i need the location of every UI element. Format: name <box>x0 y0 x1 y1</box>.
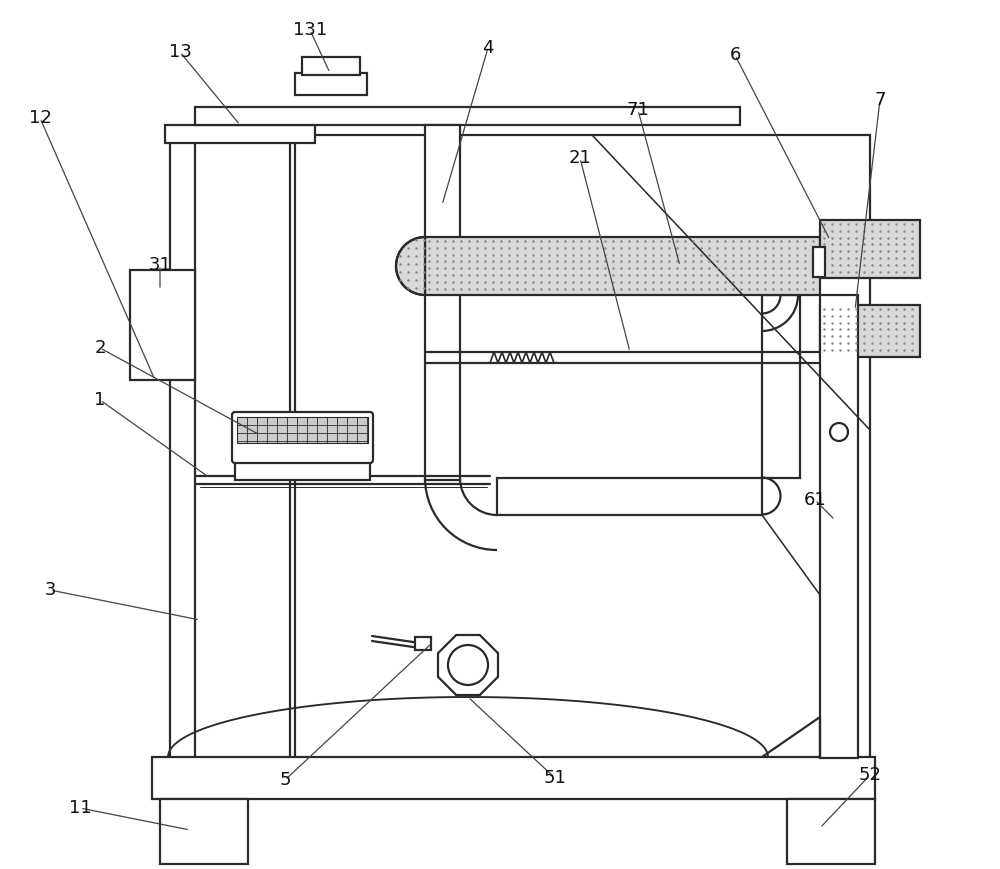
Bar <box>152 757 875 799</box>
Text: 11: 11 <box>69 799 91 817</box>
Bar <box>237 417 368 443</box>
Text: 61: 61 <box>804 491 826 509</box>
Bar <box>820 220 920 278</box>
Text: 2: 2 <box>94 339 106 357</box>
Bar <box>195 107 740 125</box>
Wedge shape <box>396 237 425 295</box>
Text: 12: 12 <box>29 109 51 127</box>
Bar <box>165 125 315 143</box>
Text: 21: 21 <box>569 149 591 167</box>
Text: 52: 52 <box>858 766 882 784</box>
Bar <box>425 125 460 480</box>
Bar <box>787 799 875 864</box>
Bar <box>295 73 367 95</box>
Text: 4: 4 <box>482 39 494 57</box>
Text: 71: 71 <box>627 101 649 119</box>
Text: 1: 1 <box>94 391 106 409</box>
Text: 7: 7 <box>874 91 886 109</box>
Bar <box>295 135 870 760</box>
Bar <box>302 57 360 75</box>
Bar <box>425 237 820 295</box>
Bar <box>820 295 858 758</box>
Text: 13: 13 <box>169 43 191 61</box>
FancyBboxPatch shape <box>232 412 373 463</box>
Bar <box>235 440 370 480</box>
Bar <box>130 270 195 380</box>
Text: 131: 131 <box>293 21 327 39</box>
Text: 5: 5 <box>279 771 291 789</box>
Bar <box>160 799 248 864</box>
Bar <box>813 247 825 277</box>
Text: 3: 3 <box>44 581 56 599</box>
Bar <box>820 305 920 357</box>
Bar <box>195 135 290 760</box>
Circle shape <box>448 645 488 685</box>
Text: 51: 51 <box>544 769 566 787</box>
Bar <box>497 478 762 515</box>
Text: 6: 6 <box>729 46 741 64</box>
Bar <box>415 637 431 650</box>
Text: 31: 31 <box>149 256 171 274</box>
Bar <box>762 295 800 478</box>
Circle shape <box>830 423 848 441</box>
Bar <box>170 135 310 760</box>
